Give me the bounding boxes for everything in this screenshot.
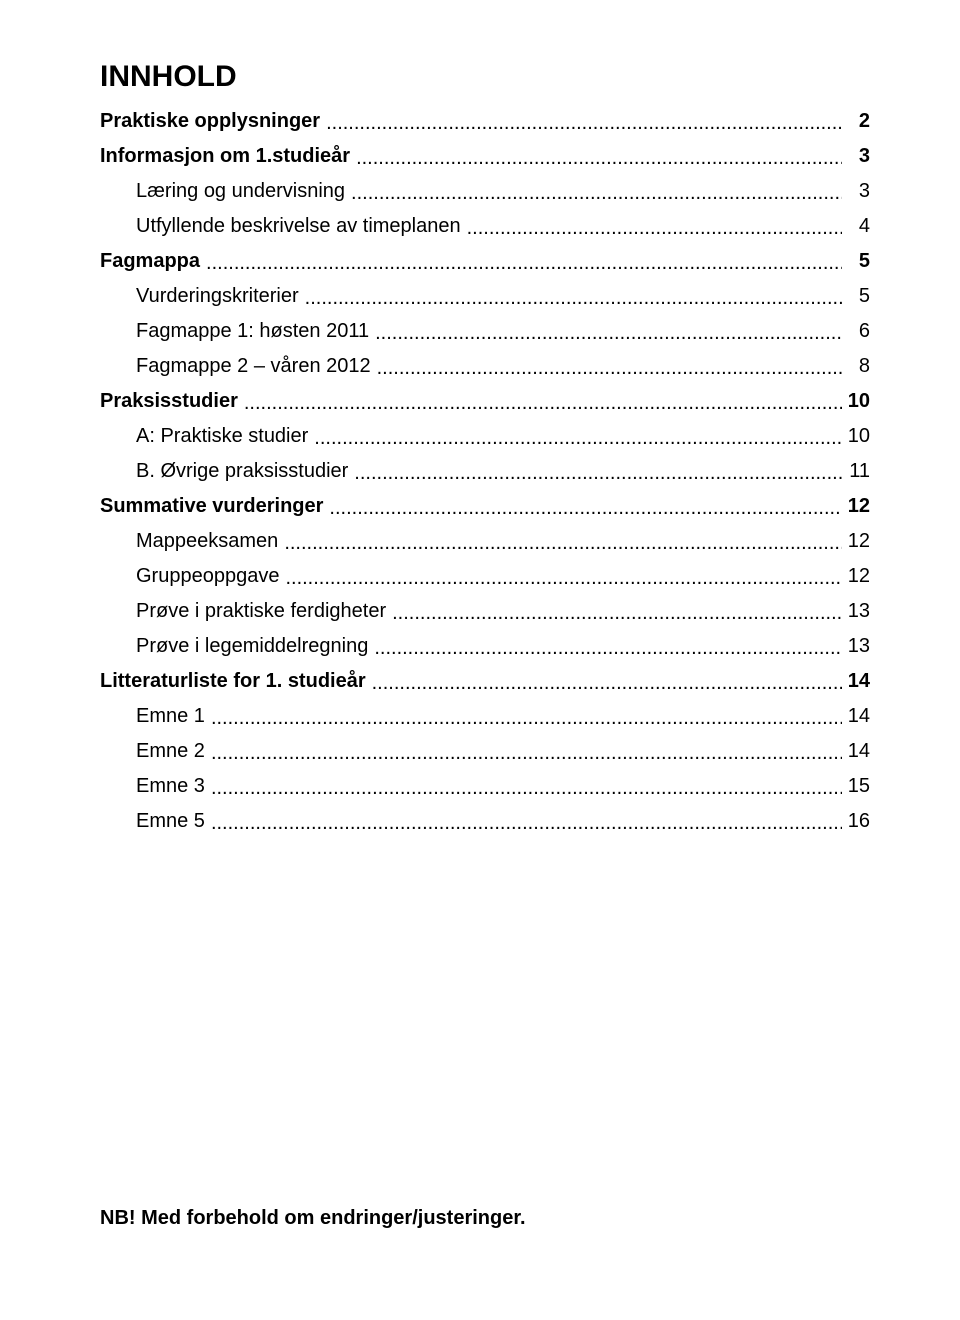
toc-line: Emne 3 15 [100,773,870,800]
toc-page-number: 10 [842,388,870,415]
toc-line: Prøve i legemiddelregning 13 [100,633,870,660]
toc-line: Emne 5 16 [100,808,870,835]
toc-page-number: 2 [842,108,870,135]
toc-label: Gruppeoppgave [136,563,279,590]
toc-page-number: 3 [842,143,870,170]
toc-line: A: Praktiske studier 10 [100,423,870,450]
toc-page-number: 4 [842,213,870,240]
toc-line: Gruppeoppgave 12 [100,563,870,590]
toc-label: Litteraturliste for 1. studieår [100,668,366,695]
toc-label: Mappeeksamen [136,528,278,555]
toc-page-number: 12 [842,493,870,520]
toc-line: Informasjon om 1.studieår 3 [100,143,870,170]
toc-page-number: 13 [842,598,870,625]
toc-leader-dots [238,390,842,417]
toc-label: A: Praktiske studier [136,423,308,450]
toc-line: Fagmappe 1: høsten 2011 6 [100,318,870,345]
toc-label: Emne 2 [136,738,205,765]
toc-line: Fagmappe 2 – våren 2012 8 [100,353,870,380]
toc-leader-dots [205,775,842,802]
toc-line: Mappeeksamen 12 [100,528,870,555]
toc-line: B. Øvrige praksisstudier 11 [100,458,870,485]
toc-leader-dots [308,425,842,452]
toc-label: Emne 3 [136,773,205,800]
toc-line: Prøve i praktiske ferdigheter 13 [100,598,870,625]
toc-page-number: 12 [842,528,870,555]
toc-line: Praktiske opplysninger 2 [100,108,870,135]
toc-leader-dots [386,600,842,627]
toc-leader-dots [371,355,842,382]
toc-leader-dots [320,110,842,137]
footer-note: NB! Med forbehold om endringer/justering… [100,1207,526,1230]
toc-leader-dots [205,740,842,767]
toc-leader-dots [350,145,842,172]
toc-line: Litteraturliste for 1. studieår 14 [100,668,870,695]
toc-label: Prøve i legemiddelregning [136,633,368,660]
toc-label: Læring og undervisning [136,178,345,205]
toc-leader-dots [366,670,842,697]
toc-page-number: 3 [842,178,870,205]
toc-page-number: 6 [842,318,870,345]
document-page: INNHOLD Praktiske opplysninger 2 Informasj… [0,0,960,1320]
toc-label: Emne 1 [136,703,205,730]
table-of-contents: Praktiske opplysninger 2 Informasjon om 1.… [100,108,870,835]
toc-page-number: 5 [842,283,870,310]
toc-label: Praksisstudier [100,388,238,415]
toc-label: Prøve i praktiske ferdigheter [136,598,386,625]
page-title: INNHOLD [100,60,870,94]
toc-label: Praktiske opplysninger [100,108,320,135]
toc-leader-dots [278,530,842,557]
toc-page-number: 12 [842,563,870,590]
toc-label: B. Øvrige praksisstudier [136,458,348,485]
toc-label: Fagmappa [100,248,200,275]
toc-page-number: 13 [842,633,870,660]
toc-leader-dots [279,565,842,592]
toc-label: Informasjon om 1.studieår [100,143,350,170]
toc-label: Vurderingskriterier [136,283,299,310]
toc-page-number: 14 [842,738,870,765]
toc-line: Utfyllende beskrivelse av timeplanen 4 [100,213,870,240]
toc-leader-dots [348,460,842,487]
toc-line: Emne 1 14 [100,703,870,730]
toc-leader-dots [323,495,842,522]
toc-page-number: 8 [842,353,870,380]
toc-line: Praksisstudier 10 [100,388,870,415]
toc-label: Fagmappe 1: høsten 2011 [136,318,369,345]
toc-page-number: 14 [842,703,870,730]
toc-label: Fagmappe 2 – våren 2012 [136,353,371,380]
toc-page-number: 14 [842,668,870,695]
toc-line: Vurderingskriterier 5 [100,283,870,310]
toc-leader-dots [299,285,842,312]
toc-label: Utfyllende beskrivelse av timeplanen [136,213,461,240]
toc-leader-dots [345,180,842,207]
toc-label: Summative vurderinger [100,493,323,520]
toc-leader-dots [369,320,842,347]
toc-page-number: 5 [842,248,870,275]
toc-leader-dots [200,250,842,277]
toc-line: Læring og undervisning 3 [100,178,870,205]
toc-line: Summative vurderinger 12 [100,493,870,520]
toc-page-number: 16 [842,808,870,835]
toc-leader-dots [205,705,842,732]
toc-leader-dots [368,635,842,662]
toc-page-number: 10 [842,423,870,450]
toc-line: Fagmappa 5 [100,248,870,275]
toc-page-number: 11 [842,458,870,485]
toc-leader-dots [205,810,842,837]
toc-page-number: 15 [842,773,870,800]
toc-line: Emne 2 14 [100,738,870,765]
toc-label: Emne 5 [136,808,205,835]
toc-leader-dots [461,215,842,242]
